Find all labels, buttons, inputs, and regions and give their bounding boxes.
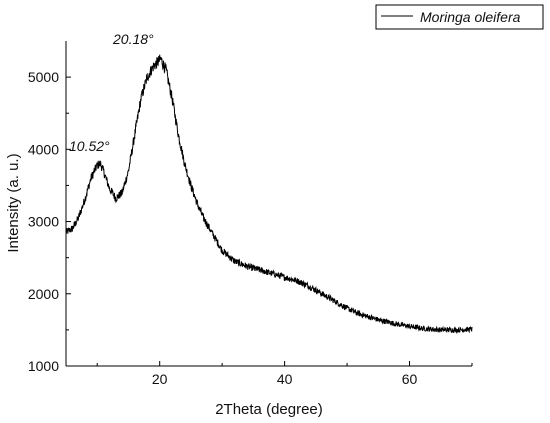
y-tick-label: 5000 <box>28 69 59 85</box>
legend: Moringa oleifera <box>375 4 544 30</box>
y-tick-label: 4000 <box>28 141 59 157</box>
axes <box>65 41 472 367</box>
peak-label-20-18: 20.18° <box>112 31 154 47</box>
x-tick-label: 20 <box>152 371 168 387</box>
peak-annotations: 10.52° 20.18° <box>69 31 154 154</box>
y-tick-label: 2000 <box>28 286 59 302</box>
legend-box <box>375 4 544 30</box>
x-tick-label: 60 <box>402 371 418 387</box>
series-layer <box>65 54 473 335</box>
y-tick-label: 3000 <box>28 214 59 230</box>
y-tick-label: 1000 <box>28 358 59 374</box>
y-axis-title: Intensity (a. u.) <box>5 153 22 252</box>
x-axis-title: 2Theta (degree) <box>215 401 323 418</box>
peak-label-10-52: 10.52° <box>69 138 110 154</box>
x-tick-label: 40 <box>277 371 293 387</box>
ticks: 20 40 60 1000 2000 3000 4000 5000 <box>28 69 473 387</box>
legend-label: Moringa oleifera <box>420 9 521 25</box>
series-line-0 <box>65 54 473 335</box>
